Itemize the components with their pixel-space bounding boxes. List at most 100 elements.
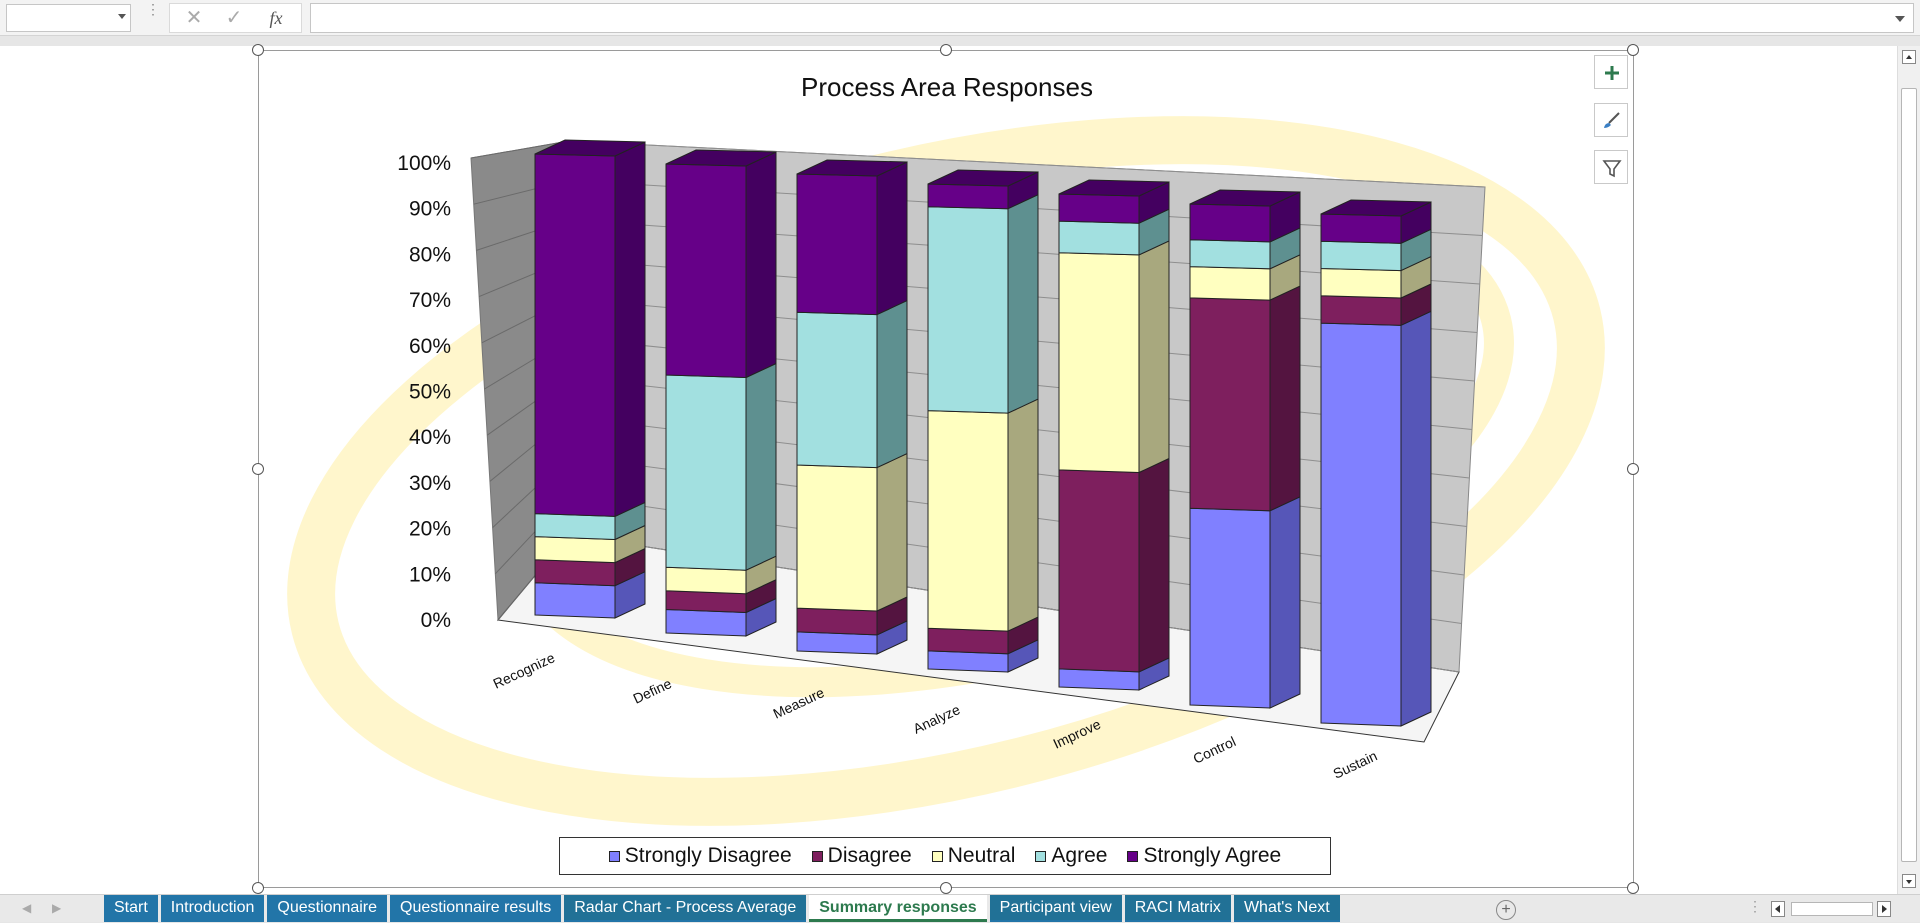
y-tick-label: 30% [409, 472, 451, 495]
plus-icon [1605, 66, 1619, 80]
scroll-up-icon[interactable] [1902, 50, 1916, 64]
bar-stack-improve [1058, 179, 1170, 691]
legend-item-disagree[interactable]: Disagree [811, 844, 912, 868]
bar-segment [665, 590, 747, 614]
legend-item-agree[interactable]: Agree [1035, 844, 1107, 868]
bar-top [1058, 179, 1170, 197]
resize-handle-top-right[interactable] [1627, 44, 1639, 56]
sheet-tab-bar: ◀ ▶ Start Introduction Questionnaire Que… [0, 894, 1920, 922]
y-tick-label: 20% [409, 518, 451, 541]
bar-top [927, 169, 1039, 187]
bar-top [1189, 189, 1301, 207]
legend-label: Agree [1051, 844, 1108, 867]
scroll-down-icon[interactable] [1902, 874, 1916, 888]
y-tick-label: 80% [409, 243, 451, 266]
horizontal-scroll-thumb[interactable] [1791, 902, 1873, 916]
legend-item-neutral[interactable]: Neutral [931, 844, 1015, 868]
tab-questionnaire[interactable]: Questionnaire [267, 895, 388, 922]
legend-swatch [931, 850, 943, 862]
chart-object[interactable]: 0% 10% 20% 30% 40% 50% 60% 70% 80% 90% 100% Recogn… [252, 44, 1639, 894]
chart-elements-button[interactable] [1594, 55, 1628, 89]
x-tick-label: Define [631, 675, 675, 707]
legend-item-strongly-disagree[interactable]: Strongly Disagree [608, 844, 792, 868]
scroll-right-icon[interactable] [1877, 901, 1891, 917]
tab-questionnaire-results[interactable]: Questionnaire results [390, 895, 562, 922]
tab-start[interactable]: Start [104, 895, 158, 922]
insert-function-button[interactable]: fx [269, 8, 283, 28]
bar-segment [1058, 469, 1140, 673]
formula-buttons: ✕ ✓ fx [169, 3, 302, 33]
resize-handle-left[interactable] [252, 463, 264, 475]
tab-summary-responses[interactable]: Summary responses [809, 895, 987, 922]
vertical-scrollbar[interactable] [1897, 46, 1920, 894]
bar-segment [534, 153, 616, 517]
tab-participant-view[interactable]: Participant view [989, 895, 1122, 922]
chart-title[interactable]: Process Area Responses [801, 72, 1093, 102]
horizontal-scrollbar[interactable] [1771, 899, 1891, 919]
x-tick-label: Sustain [1331, 747, 1380, 781]
chart-legend[interactable]: Strongly Disagree Disagree Neutral Agree… [559, 837, 1331, 875]
check-icon[interactable]: ✓ [225, 7, 243, 29]
resize-handle-top[interactable] [940, 44, 952, 56]
y-tick-label: 10% [409, 563, 451, 586]
tab-raci-matrix[interactable]: RACI Matrix [1124, 895, 1231, 922]
expand-formula-bar-icon[interactable] [1895, 16, 1905, 22]
bar-top [534, 139, 646, 157]
bar-top [1320, 199, 1432, 217]
bar-stack-control [1189, 189, 1301, 709]
bar-segment [927, 206, 1009, 414]
bar-segment [927, 183, 1009, 210]
chart-styles-button[interactable] [1594, 103, 1628, 137]
bar-segment [796, 311, 878, 469]
formula-bar-grip-icon[interactable]: ⋮ [146, 1, 160, 17]
bar-segment [665, 608, 747, 637]
bar-segment-side [876, 299, 908, 469]
bar-segment-side [1269, 496, 1301, 709]
bar-segment [927, 627, 1009, 655]
resize-handle-bottom-left[interactable] [252, 882, 264, 894]
add-sheet-button[interactable]: + [1496, 900, 1516, 920]
resize-handle-bottom[interactable] [940, 882, 952, 894]
formula-input[interactable] [310, 3, 1914, 33]
tab-introduction[interactable]: Introduction [160, 895, 265, 922]
tab-split-handle-icon[interactable]: ⋮ [1748, 898, 1762, 914]
y-tick-label: 60% [409, 335, 451, 358]
y-tick-label: 40% [409, 426, 451, 449]
bar-segment [1189, 203, 1271, 243]
sheet-tabs: Start Introduction Questionnaire Questio… [104, 895, 1343, 923]
next-sheet-icon[interactable]: ▶ [52, 901, 62, 915]
bar-segment-side [1007, 193, 1039, 414]
gridline [568, 140, 1486, 188]
tab-radar-chart-process-average[interactable]: Radar Chart - Process Average [564, 895, 807, 922]
bar-segment-side [1138, 457, 1170, 673]
bar-segment [1189, 266, 1271, 301]
bar-segment [796, 631, 878, 655]
previous-sheet-icon[interactable]: ◀ [22, 901, 32, 915]
bar-segment [1320, 267, 1402, 299]
y-tick-label: 0% [421, 609, 451, 632]
name-box-dropdown-icon[interactable] [118, 14, 126, 19]
tab-whats-next[interactable]: What's Next [1233, 895, 1340, 922]
resize-handle-right[interactable] [1627, 463, 1639, 475]
name-box[interactable] [6, 4, 131, 32]
scroll-left-icon[interactable] [1771, 901, 1785, 917]
y-axis-labels: 0% 10% 20% 30% 40% 50% 60% 70% 80% 90% 100% [397, 152, 451, 632]
bar-segment-side [745, 362, 777, 571]
vertical-scroll-thumb[interactable] [1901, 88, 1917, 862]
x-tick-label: Recognize [491, 649, 558, 692]
legend-item-strongly-agree[interactable]: Strongly Agree [1127, 844, 1281, 868]
cancel-icon[interactable]: ✕ [185, 7, 203, 29]
bar-segment [534, 582, 616, 619]
bar-segment [1058, 252, 1140, 474]
resize-handle-bottom-right[interactable] [1627, 882, 1639, 894]
gridline [470, 140, 570, 159]
bar-segment [1320, 213, 1402, 244]
bar-segment [796, 607, 878, 636]
resize-handle-top-left[interactable] [252, 44, 264, 56]
y-tick-label: 70% [409, 289, 451, 312]
chart-filters-button[interactable] [1594, 150, 1628, 184]
y-tick-label: 50% [409, 381, 451, 404]
x-tick-label: Analyze [911, 701, 963, 737]
bar-segment [534, 536, 616, 564]
bar-segment-side [1138, 240, 1170, 474]
